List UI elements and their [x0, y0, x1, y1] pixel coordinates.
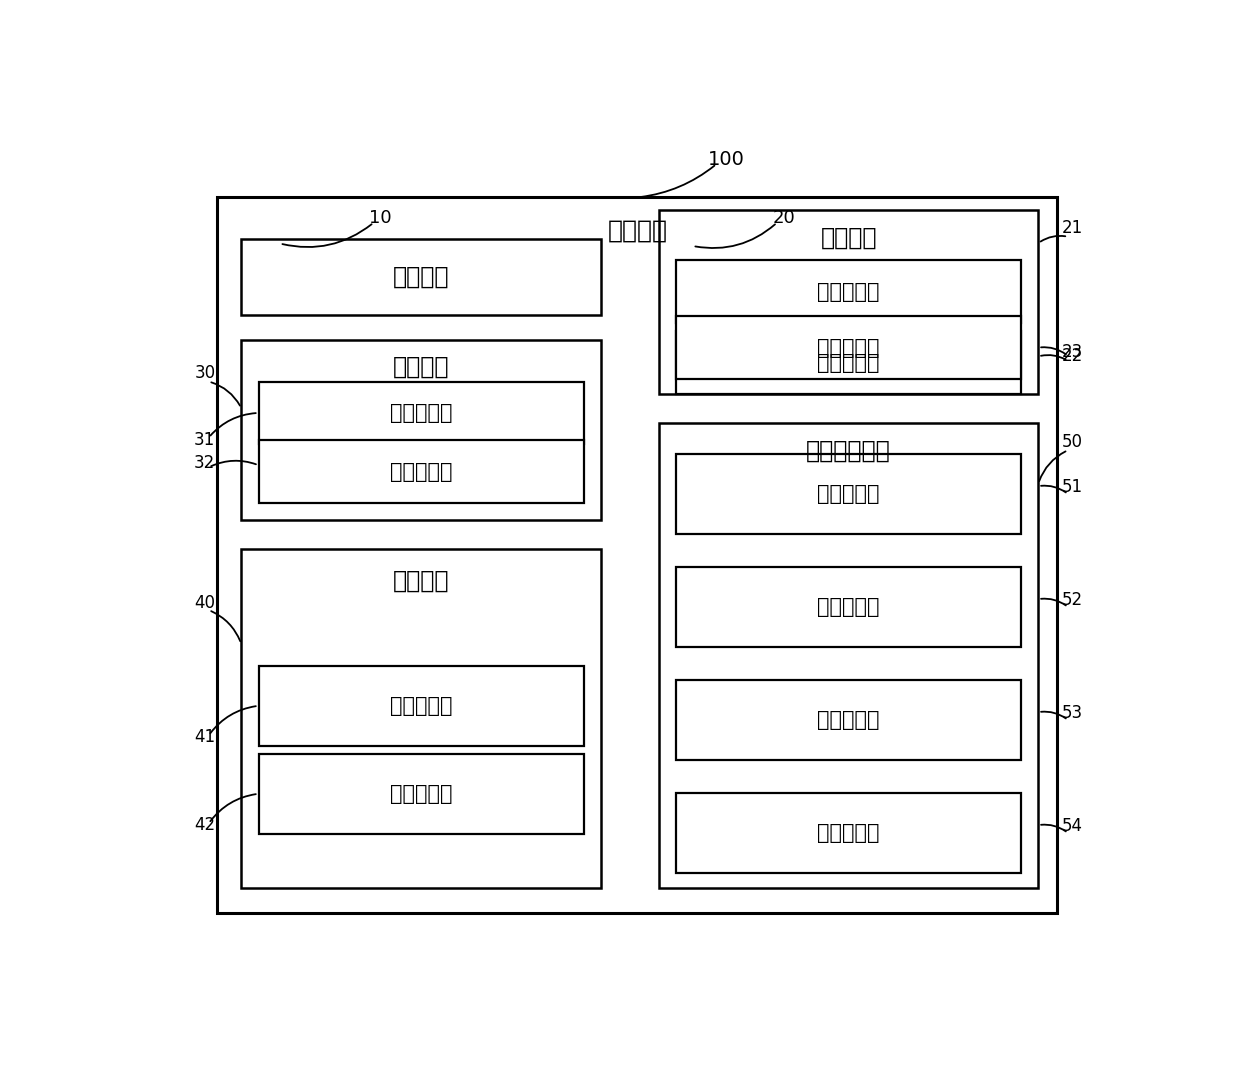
Text: 擦除子模块: 擦除子模块	[818, 597, 880, 617]
Bar	[659, 423, 1038, 888]
Text: 垃圾回收模块: 垃圾回收模块	[807, 439, 891, 463]
Bar	[259, 666, 584, 746]
Text: 31: 31	[195, 432, 216, 449]
Text: 回收子模块: 回收子模块	[818, 823, 880, 844]
Text: 设置子模块: 设置子模块	[818, 484, 880, 504]
Bar	[259, 440, 584, 503]
Text: 30: 30	[195, 364, 216, 383]
Text: 51: 51	[1062, 478, 1083, 497]
Text: 10: 10	[369, 210, 392, 227]
Text: 访问模块: 访问模块	[393, 354, 450, 378]
Text: 32: 32	[195, 454, 216, 472]
Text: 52: 52	[1062, 591, 1083, 610]
Text: 创建模块: 创建模块	[393, 265, 450, 289]
Text: 23: 23	[1062, 342, 1083, 361]
Text: 迁移子模块: 迁移子模块	[818, 710, 880, 730]
Text: 42: 42	[195, 816, 216, 834]
Bar	[676, 680, 1021, 760]
Bar	[676, 316, 1021, 379]
Text: 匹配子模块: 匹配子模块	[818, 352, 880, 373]
Text: 22: 22	[1062, 347, 1083, 365]
Text: 41: 41	[195, 728, 216, 746]
Bar	[242, 549, 601, 888]
Bar	[217, 198, 1057, 913]
Text: 固态硬盘: 固态硬盘	[607, 218, 668, 242]
Text: 修改子模块: 修改子模块	[390, 696, 452, 715]
Bar	[676, 332, 1021, 395]
Text: 写入子模块: 写入子模块	[818, 282, 880, 301]
Bar	[676, 260, 1021, 323]
Text: 50: 50	[1062, 433, 1083, 451]
Bar	[242, 239, 601, 314]
Text: 建立子模块: 建立子模块	[818, 338, 880, 358]
Text: 53: 53	[1062, 704, 1083, 723]
Text: 54: 54	[1062, 817, 1083, 836]
Bar	[259, 382, 584, 445]
Text: 修改模块: 修改模块	[393, 569, 450, 592]
Bar	[676, 567, 1021, 647]
Text: 20: 20	[772, 210, 795, 227]
Bar	[242, 339, 601, 520]
Text: 40: 40	[195, 595, 216, 612]
Text: 21: 21	[1062, 220, 1083, 237]
Text: 100: 100	[707, 150, 745, 170]
Text: 存储模块: 存储模块	[820, 226, 877, 250]
Text: 接收子模块: 接收子模块	[390, 403, 452, 423]
Bar	[676, 794, 1021, 873]
Bar	[676, 454, 1021, 534]
Bar	[259, 754, 584, 834]
Text: 更新子模块: 更新子模块	[390, 784, 452, 803]
Bar	[659, 210, 1038, 395]
Text: 读取子模块: 读取子模块	[390, 462, 452, 482]
